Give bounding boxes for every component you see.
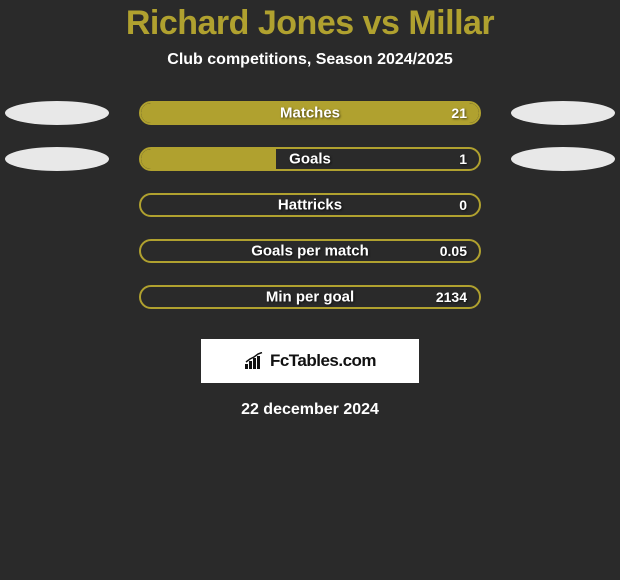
stat-rows: Matches 21 Goals 1 Hattricks 0 Goals per match… <box>0 101 620 309</box>
stat-label: Hattricks <box>278 197 342 214</box>
stat-bar: Hattricks 0 <box>139 193 481 217</box>
player-left-ellipse <box>5 101 109 125</box>
logo-box[interactable]: FcTables.com <box>201 339 419 383</box>
stat-label: Goals <box>289 151 331 168</box>
stat-value: 1 <box>459 151 467 167</box>
stat-label: Goals per match <box>251 243 369 260</box>
chart-icon <box>244 352 266 370</box>
stat-value: 21 <box>451 105 467 121</box>
stat-row: Matches 21 <box>0 101 620 125</box>
page-title: Richard Jones vs Millar <box>0 4 620 43</box>
comparison-widget: Richard Jones vs Millar Club competition… <box>0 0 620 419</box>
player-right-ellipse <box>511 101 615 125</box>
logo-text: FcTables.com <box>270 351 376 371</box>
stat-row: Hattricks 0 <box>0 193 620 217</box>
stat-bar: Matches 21 <box>139 101 481 125</box>
stat-bar-fill <box>141 149 276 169</box>
stat-row: Min per goal 2134 <box>0 285 620 309</box>
stat-value: 2134 <box>436 289 467 305</box>
stat-label: Min per goal <box>266 289 354 306</box>
stat-label: Matches <box>280 105 340 122</box>
date-label: 22 december 2024 <box>0 401 620 419</box>
player-left-ellipse <box>5 147 109 171</box>
stat-bar: Min per goal 2134 <box>139 285 481 309</box>
player-right-ellipse <box>511 147 615 171</box>
stat-value: 0.05 <box>440 243 467 259</box>
subtitle: Club competitions, Season 2024/2025 <box>0 51 620 69</box>
stat-row: Goals per match 0.05 <box>0 239 620 263</box>
stat-bar: Goals 1 <box>139 147 481 171</box>
stat-bar: Goals per match 0.05 <box>139 239 481 263</box>
stat-row: Goals 1 <box>0 147 620 171</box>
stat-value: 0 <box>459 197 467 213</box>
